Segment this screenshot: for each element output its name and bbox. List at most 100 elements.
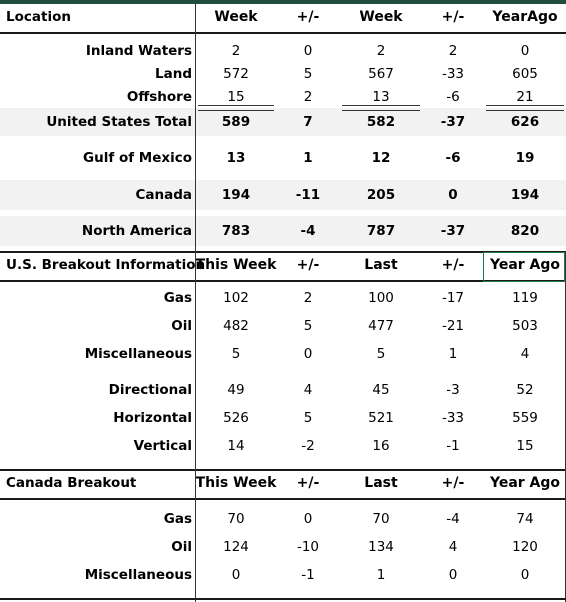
value-cell[interactable]: 5 [303, 410, 313, 426]
value-cell[interactable]: 14 [227, 438, 245, 454]
canada-breakout-title[interactable]: Canada Breakout [6, 475, 137, 491]
location-col-header[interactable]: YearAgo [492, 9, 558, 25]
value-cell[interactable]: 582 [366, 114, 396, 130]
canada-breakout-col-header[interactable]: This Week [195, 475, 277, 491]
value-cell[interactable]: 124 [223, 539, 249, 555]
value-cell[interactable]: 5 [376, 346, 386, 362]
value-cell[interactable]: 477 [368, 318, 394, 334]
value-cell[interactable]: 5 [303, 66, 313, 82]
row-label[interactable]: Inland Waters [85, 43, 192, 59]
value-cell[interactable]: 2 [448, 43, 458, 59]
us-breakout-col-header[interactable]: Year Ago [489, 257, 561, 273]
value-cell[interactable]: -11 [295, 187, 321, 203]
value-cell[interactable]: 503 [512, 318, 538, 334]
value-cell[interactable]: 567 [368, 66, 394, 82]
us-breakout-col-header[interactable]: +/- [296, 257, 320, 273]
row-label[interactable]: Gas [163, 290, 192, 306]
value-cell[interactable]: -33 [441, 66, 465, 82]
value-cell[interactable]: 1 [448, 346, 458, 362]
value-cell[interactable]: -4 [300, 223, 316, 239]
value-cell[interactable]: 52 [516, 382, 534, 398]
value-cell[interactable]: 21 [516, 89, 534, 105]
value-cell[interactable]: 100 [368, 290, 394, 306]
value-cell[interactable]: 589 [221, 114, 251, 130]
value-cell[interactable]: -10 [296, 539, 320, 555]
canada-breakout-col-header[interactable]: Last [364, 475, 398, 491]
value-cell[interactable]: 2 [231, 43, 241, 59]
value-cell[interactable]: 12 [371, 150, 391, 166]
value-cell[interactable]: 521 [368, 410, 394, 426]
value-cell[interactable]: 194 [221, 187, 251, 203]
value-cell[interactable]: 1 [376, 567, 386, 583]
row-label[interactable]: Gulf of Mexico [83, 150, 192, 166]
value-cell[interactable]: 15 [227, 89, 245, 105]
row-label[interactable]: Land [155, 66, 192, 82]
value-cell[interactable]: 783 [221, 223, 251, 239]
row-label[interactable]: Oil [171, 539, 192, 555]
row-label[interactable]: Offshore [126, 89, 192, 105]
value-cell[interactable]: -37 [440, 114, 466, 130]
value-cell[interactable]: 49 [227, 382, 245, 398]
value-cell[interactable]: -6 [446, 89, 460, 105]
value-cell[interactable]: 482 [223, 318, 249, 334]
value-cell[interactable]: 2 [376, 43, 386, 59]
value-cell[interactable]: 15 [516, 438, 534, 454]
value-cell[interactable]: -33 [441, 410, 465, 426]
value-cell[interactable]: 626 [510, 114, 540, 130]
value-cell[interactable]: -21 [441, 318, 465, 334]
value-cell[interactable]: 2 [303, 89, 313, 105]
value-cell[interactable]: 102 [223, 290, 249, 306]
location-col-header[interactable]: Week [359, 9, 403, 25]
row-label[interactable]: Horizontal [113, 410, 192, 426]
row-label[interactable]: Canada [135, 187, 192, 203]
value-cell[interactable]: 120 [512, 539, 538, 555]
row-label[interactable]: Gas [163, 511, 192, 527]
location-title[interactable]: Location [6, 9, 71, 25]
value-cell[interactable]: 70 [227, 511, 245, 527]
value-cell[interactable]: 4 [303, 382, 313, 398]
value-cell[interactable]: 0 [303, 43, 313, 59]
value-cell[interactable]: 70 [372, 511, 390, 527]
value-cell[interactable]: 0 [520, 567, 530, 583]
value-cell[interactable]: 526 [223, 410, 249, 426]
value-cell[interactable]: 0 [520, 43, 530, 59]
value-cell[interactable]: -3 [446, 382, 460, 398]
value-cell[interactable]: 1 [303, 150, 313, 166]
row-label[interactable]: United States Total [46, 114, 192, 130]
value-cell[interactable]: 5 [303, 318, 313, 334]
value-cell[interactable]: 16 [372, 438, 390, 454]
value-cell[interactable]: 4 [520, 346, 530, 362]
value-cell[interactable]: 4 [448, 539, 458, 555]
value-cell[interactable]: -6 [445, 150, 461, 166]
value-cell[interactable]: -17 [441, 290, 465, 306]
value-cell[interactable]: -1 [301, 567, 315, 583]
value-cell[interactable]: 45 [372, 382, 390, 398]
row-label[interactable]: North America [81, 223, 192, 239]
value-cell[interactable]: 0 [448, 187, 458, 203]
value-cell[interactable]: 205 [366, 187, 396, 203]
us-breakout-col-header[interactable]: Last [364, 257, 398, 273]
value-cell[interactable]: -4 [446, 511, 460, 527]
row-label[interactable]: Miscellaneous [84, 567, 192, 583]
value-cell[interactable]: 119 [512, 290, 538, 306]
canada-breakout-col-header[interactable]: Year Ago [489, 475, 561, 491]
row-label[interactable]: Vertical [133, 438, 192, 454]
value-cell[interactable]: 0 [231, 567, 241, 583]
us-breakout-col-header[interactable]: +/- [441, 257, 465, 273]
value-cell[interactable]: 820 [510, 223, 540, 239]
location-col-header[interactable]: +/- [296, 9, 320, 25]
value-cell[interactable]: 0 [303, 346, 313, 362]
value-cell[interactable]: 559 [512, 410, 538, 426]
value-cell[interactable]: 74 [516, 511, 534, 527]
value-cell[interactable]: 7 [303, 114, 313, 130]
value-cell[interactable]: 13 [372, 89, 390, 105]
canada-breakout-col-header[interactable]: +/- [441, 475, 465, 491]
value-cell[interactable]: -37 [440, 223, 466, 239]
value-cell[interactable]: 572 [223, 66, 249, 82]
value-cell[interactable]: 0 [303, 511, 313, 527]
row-label[interactable]: Miscellaneous [84, 346, 192, 362]
value-cell[interactable]: 0 [448, 567, 458, 583]
location-col-header[interactable]: +/- [441, 9, 465, 25]
value-cell[interactable]: 5 [231, 346, 241, 362]
row-label[interactable]: Directional [108, 382, 192, 398]
